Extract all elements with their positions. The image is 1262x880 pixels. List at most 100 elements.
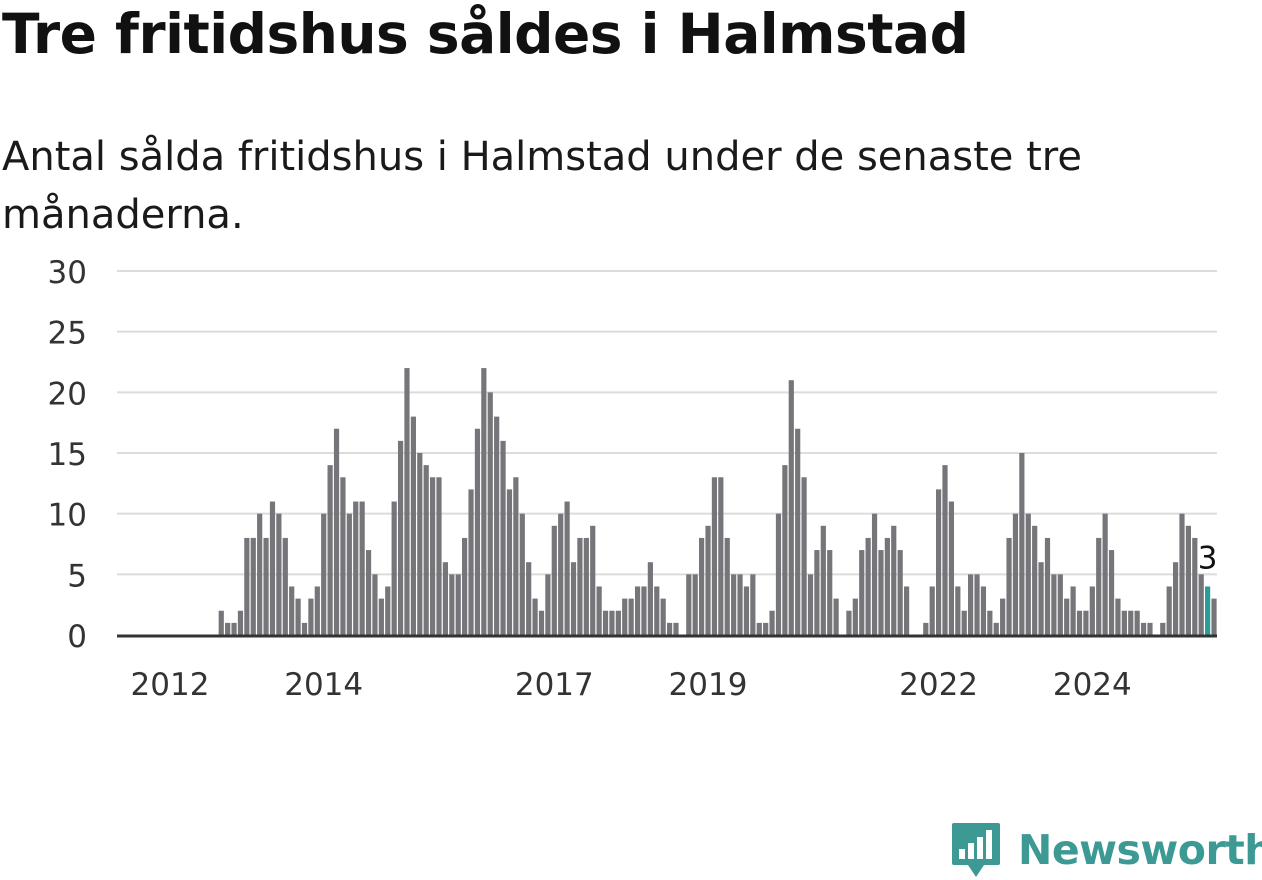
bar (590, 525, 596, 635)
bar (385, 586, 391, 635)
bar (468, 489, 474, 635)
bar (506, 489, 513, 635)
bar (365, 550, 372, 635)
bar (340, 477, 346, 635)
y-tick-label: 10 (48, 498, 87, 534)
bar (346, 513, 352, 635)
bar (257, 513, 263, 635)
bar (378, 598, 384, 635)
bar (936, 489, 942, 635)
chart-title: Tre fritidshus såldes i Halmstad (2, 2, 969, 66)
bar (955, 586, 961, 635)
bar (731, 574, 737, 635)
bar (404, 368, 410, 635)
bar (699, 537, 705, 635)
bar (1038, 562, 1044, 635)
y-tick-label: 5 (67, 558, 87, 594)
bar (1134, 610, 1140, 635)
bar (1006, 537, 1012, 635)
bar (462, 537, 468, 635)
bar (756, 622, 762, 635)
bar (1185, 525, 1191, 635)
bar (660, 598, 666, 635)
bar (237, 610, 244, 635)
y-axis-tick-labels: 0 5 10 15 20 25 30 (48, 255, 87, 655)
data-label: 3 (1198, 541, 1218, 577)
gridlines (117, 270, 1217, 576)
bar (538, 610, 545, 635)
bar (526, 562, 532, 635)
bar (1083, 610, 1089, 635)
bar (500, 440, 506, 635)
bar (968, 574, 974, 635)
bar (1096, 537, 1102, 635)
bar (897, 550, 903, 635)
bar (980, 586, 987, 635)
bar (1115, 598, 1121, 635)
bar (263, 537, 269, 635)
bar (903, 586, 910, 635)
bar (570, 562, 577, 635)
chart-subtitle: Antal sålda fritidshus i Halmstad under … (2, 134, 1082, 238)
bar (1166, 586, 1172, 635)
newsworthy-logo-icon (952, 823, 1000, 877)
bar (391, 501, 397, 635)
bar (314, 586, 320, 635)
bar (615, 610, 621, 635)
bar (987, 610, 993, 635)
bar (942, 465, 948, 635)
bar (788, 380, 794, 635)
bar (1070, 586, 1076, 635)
brand-name: Newsworthy (1018, 826, 1262, 874)
bar (641, 586, 647, 635)
bar (269, 501, 276, 635)
bar (532, 598, 538, 635)
bar (666, 622, 673, 635)
bar (442, 562, 449, 635)
bar (513, 477, 519, 635)
annotations: 3 (1198, 541, 1218, 577)
bar (282, 537, 288, 635)
bar (558, 513, 564, 635)
bar (577, 537, 583, 635)
bar (884, 537, 890, 635)
bar (1032, 525, 1038, 635)
bar (820, 525, 826, 635)
bar (301, 622, 308, 635)
bar (250, 537, 256, 635)
bar (327, 465, 333, 635)
bar (1051, 574, 1057, 635)
bars (218, 368, 1217, 635)
bar (795, 428, 801, 635)
bar (718, 477, 724, 635)
bar (1057, 574, 1063, 635)
bar (289, 586, 295, 635)
bar (961, 610, 967, 635)
bar (692, 574, 698, 635)
bar (423, 465, 429, 635)
bar (801, 477, 807, 635)
bar (859, 550, 865, 635)
bar (1108, 550, 1115, 635)
bar (1102, 513, 1108, 635)
bar (647, 562, 653, 635)
bar (1000, 598, 1006, 635)
x-tick-label: 2014 (284, 667, 363, 703)
bar (993, 622, 999, 635)
bar (333, 428, 340, 635)
y-tick-label: 30 (48, 255, 87, 291)
bar (474, 428, 481, 635)
bar (750, 574, 756, 635)
bar (622, 598, 628, 635)
x-tick-label: 2024 (1053, 667, 1132, 703)
bar (1211, 598, 1217, 635)
bar (769, 610, 775, 635)
bar (852, 598, 858, 635)
bar (436, 477, 442, 635)
bar (596, 586, 602, 635)
bar (846, 610, 852, 635)
bar (1128, 610, 1134, 635)
x-tick-label: 2017 (515, 667, 594, 703)
bar (782, 465, 788, 635)
bar (1089, 586, 1095, 635)
